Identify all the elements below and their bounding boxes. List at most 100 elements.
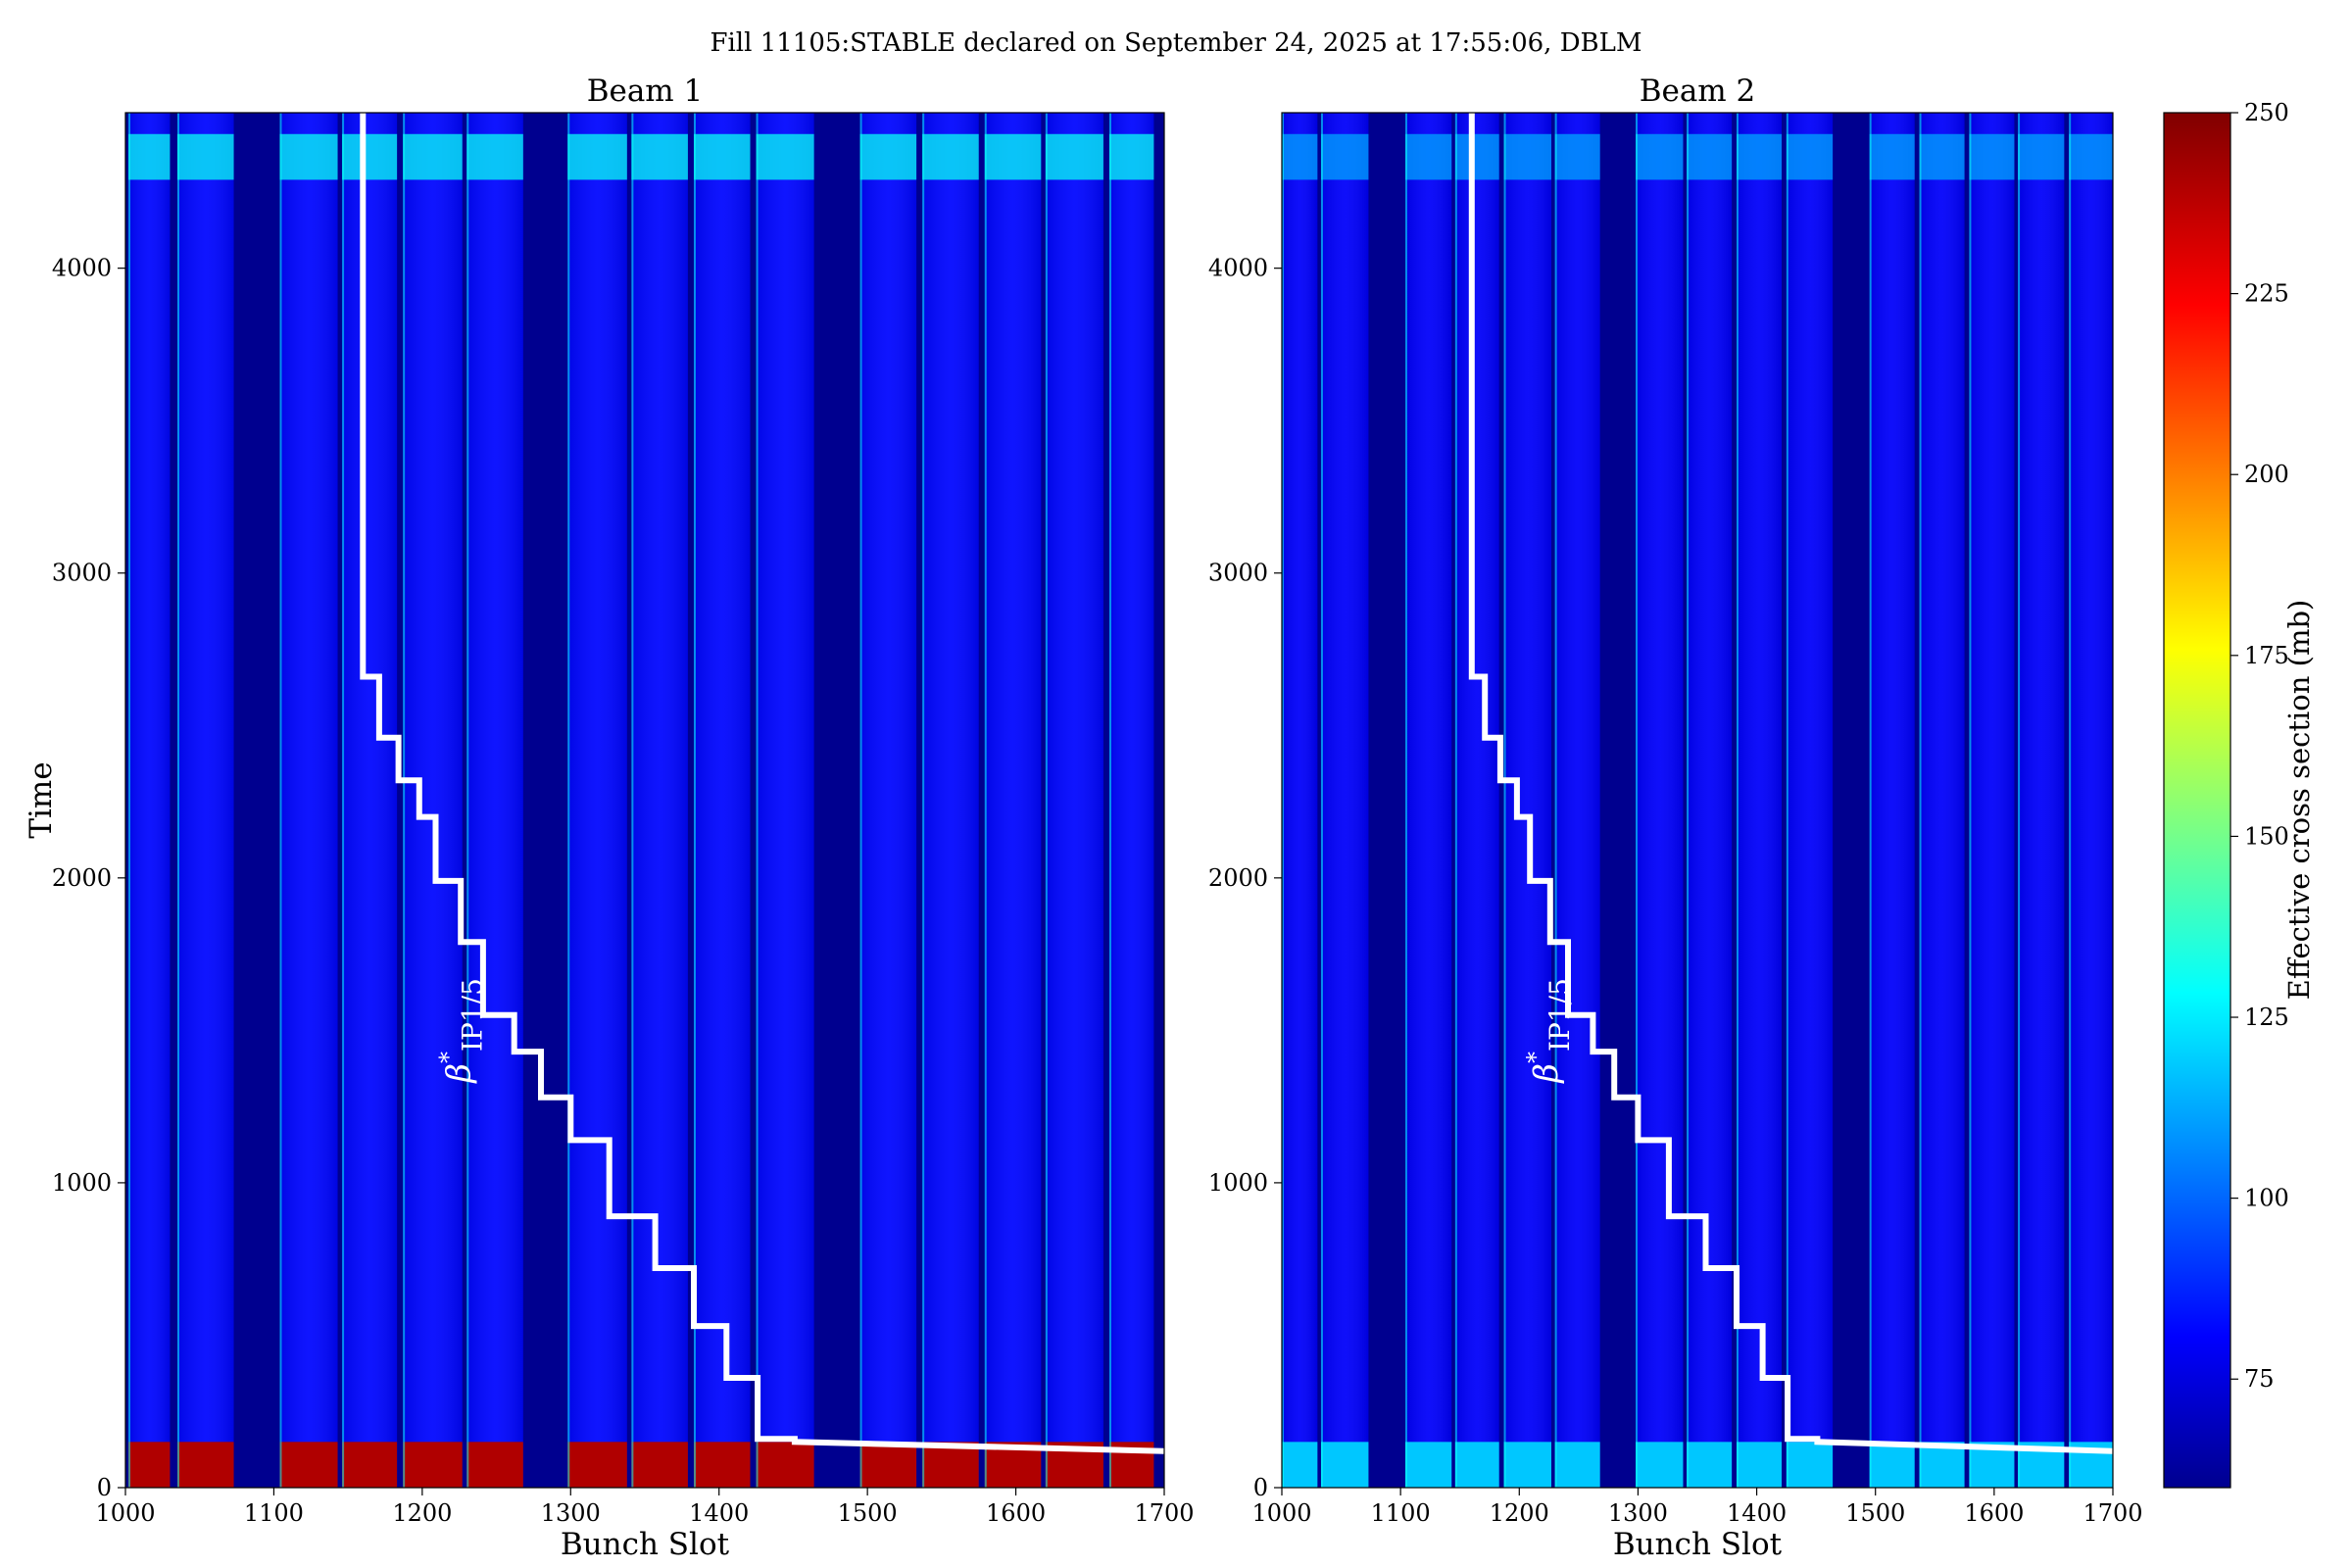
beam2-bright-band-8	[1687, 133, 1733, 180]
beam2-bunch-train-shade-10	[1786, 113, 1834, 1488]
beam1-hot-band-6	[466, 1442, 523, 1488]
beam2-hot-band-8	[1687, 1442, 1733, 1488]
colorbar-tick-label-7: 250	[2244, 99, 2289, 126]
colorbar-ticks: 75 100 125 150 175 200 225 250	[2230, 99, 2289, 1393]
beam2-train-edge-2	[1320, 113, 1323, 1488]
beam2-bright-band-6	[1554, 133, 1600, 180]
beam1-train-edge-13	[984, 113, 987, 1488]
beam1-bunch-train-shade-12	[922, 113, 979, 1488]
beam2-bright-band-12	[1919, 133, 1965, 180]
beam2-hot-band-5	[1503, 1442, 1551, 1488]
beam2-train-edge-3	[1404, 113, 1407, 1488]
beam2-xtick-label-4: 1400	[1727, 1499, 1787, 1527]
beam1-bright-band-15	[1108, 133, 1154, 180]
beam1-xtick-label-7: 1700	[1134, 1499, 1194, 1527]
beam2-train-edge-12	[1919, 113, 1922, 1488]
beam1-bunch-train-shade-14	[1045, 113, 1103, 1488]
beam1-hot-band-9	[693, 1442, 751, 1488]
beam1-xlabel: Bunch Slot	[561, 1527, 730, 1562]
beam1-bunch-train-shade-3	[279, 113, 338, 1488]
beam1-hot-band-7	[567, 1442, 627, 1488]
beam1-hot-band-8	[631, 1442, 688, 1488]
beam2-hot-band-3	[1404, 1442, 1452, 1488]
beam1-bright-band-1	[128, 133, 171, 180]
beam2-bunch-train-shade-9	[1736, 113, 1783, 1488]
beam2-ytick-label-1: 1000	[1208, 1169, 1268, 1197]
beam1-bright-band-2	[177, 133, 234, 180]
beam1-beta-star-line	[360, 113, 1164, 1454]
beam2-train-edge-14	[2018, 113, 2021, 1488]
beam1-bright-band-4	[342, 133, 398, 180]
beam2-beta-star-line	[1468, 113, 2113, 1454]
beam2-bright-band-13	[1969, 133, 2015, 180]
beam1-ytick-label-2: 2000	[52, 864, 112, 892]
beam1-axes-frame	[124, 112, 1165, 1489]
beam2-bunch-train-shade-11	[1869, 113, 1915, 1488]
colorbar-tick-label-2: 125	[2244, 1004, 2289, 1031]
beam1-bright-band-3	[279, 133, 338, 180]
figure-suptitle: Fill 11105:STABLE declared on September …	[710, 28, 1642, 58]
beam2-bunch-train-shade-2	[1320, 113, 1369, 1488]
beam1-bright-band-12	[922, 133, 979, 180]
beam1-hot-band-11	[859, 1442, 917, 1488]
beam2-heatmap	[1282, 113, 2113, 1488]
colorbar-gradient	[2163, 112, 2231, 1489]
beam2-train-edge-9	[1736, 113, 1739, 1488]
beam2-bunch-train-shade-8	[1687, 113, 1733, 1488]
beam1-train-edge-15	[1108, 113, 1111, 1488]
beam1-train-edge-12	[922, 113, 925, 1488]
beam1-bright-band-13	[984, 133, 1042, 180]
beam1-bunch-train-shade-15	[1108, 113, 1154, 1488]
beam1-hot-band-12	[922, 1442, 979, 1488]
beam2-axes-frame	[1281, 112, 2114, 1489]
beam1-train-edge-10	[756, 113, 759, 1488]
colorbar: 75 100 125 150 175 200 225 250 Effective cross …	[2163, 99, 2316, 1489]
beam1-train-edge-4	[342, 113, 345, 1488]
beam2-train-edge-6	[1554, 113, 1557, 1488]
beam2-bunch-train-shade-14	[2018, 113, 2065, 1488]
beam1-bright-band-14	[1045, 133, 1103, 180]
beam1-hot-band-1	[128, 1442, 171, 1488]
beam1-train-edge-7	[567, 113, 570, 1488]
beam1-xtick-label-2: 1200	[392, 1499, 452, 1527]
beam2-train-edge-7	[1636, 113, 1639, 1488]
beam2-train-edge-10	[1786, 113, 1788, 1488]
beam2-xtick-label-5: 1500	[1845, 1499, 1905, 1527]
beam2-ytick-label-4: 4000	[1208, 255, 1268, 282]
beam2-train-edge-11	[1869, 113, 1872, 1488]
beam2-bright-band-11	[1869, 133, 1915, 180]
beam2-panel: β*IP1/5 1000 1100 1200 1300 1400 1500 1600 1700 0…	[1208, 74, 2143, 1562]
beam1-bunch-train-shade-6	[466, 113, 523, 1488]
beam1-ylabel: Time	[24, 761, 59, 838]
beam1-bunch-train-shade-4	[342, 113, 398, 1488]
beam2-hot-band-4	[1454, 1442, 1499, 1488]
beam2-bright-band-4	[1454, 133, 1499, 180]
beam2-train-edge-1	[1282, 113, 1284, 1488]
beam1-bunch-train-shade-1	[128, 113, 171, 1488]
beam2-bunch-train-shade-1	[1282, 113, 1318, 1488]
beam1-train-edge-6	[466, 113, 469, 1488]
colorbar-tick-label-1: 100	[2244, 1185, 2289, 1212]
beam1-bunch-train-shade-9	[693, 113, 751, 1488]
beam2-hot-band-10	[1786, 1442, 1834, 1488]
beam2-xtick-label-7: 1700	[2082, 1499, 2142, 1527]
beam1-train-edge-3	[279, 113, 282, 1488]
beam2-xtick-label-2: 1200	[1490, 1499, 1549, 1527]
colorbar-tick-label-4: 175	[2244, 642, 2289, 669]
beam2-hot-band-6	[1554, 1442, 1600, 1488]
beam2-beta-star-label: β*IP1/5	[1522, 978, 1576, 1085]
beam1-hot-band-5	[403, 1442, 463, 1488]
beam1-bunch-train-shade-11	[859, 113, 917, 1488]
beam1-xtick-label-3: 1300	[541, 1499, 601, 1527]
beam2-hot-band-12	[1919, 1442, 1965, 1488]
beam2-ytick-label-0: 0	[1253, 1474, 1268, 1501]
beam1-beta-star-label: β*IP1/5	[434, 978, 488, 1085]
beam1-ytick-label-4: 4000	[52, 255, 112, 282]
beam2-xlabel: Bunch Slot	[1613, 1527, 1783, 1562]
beam1-xtick-label-0: 1000	[95, 1499, 155, 1527]
beam2-bright-band-9	[1736, 133, 1783, 180]
beam1-bunch-train-shade-7	[567, 113, 627, 1488]
beam1-bunch-train-shade-13	[984, 113, 1042, 1488]
beam2-hot-band-7	[1636, 1442, 1684, 1488]
